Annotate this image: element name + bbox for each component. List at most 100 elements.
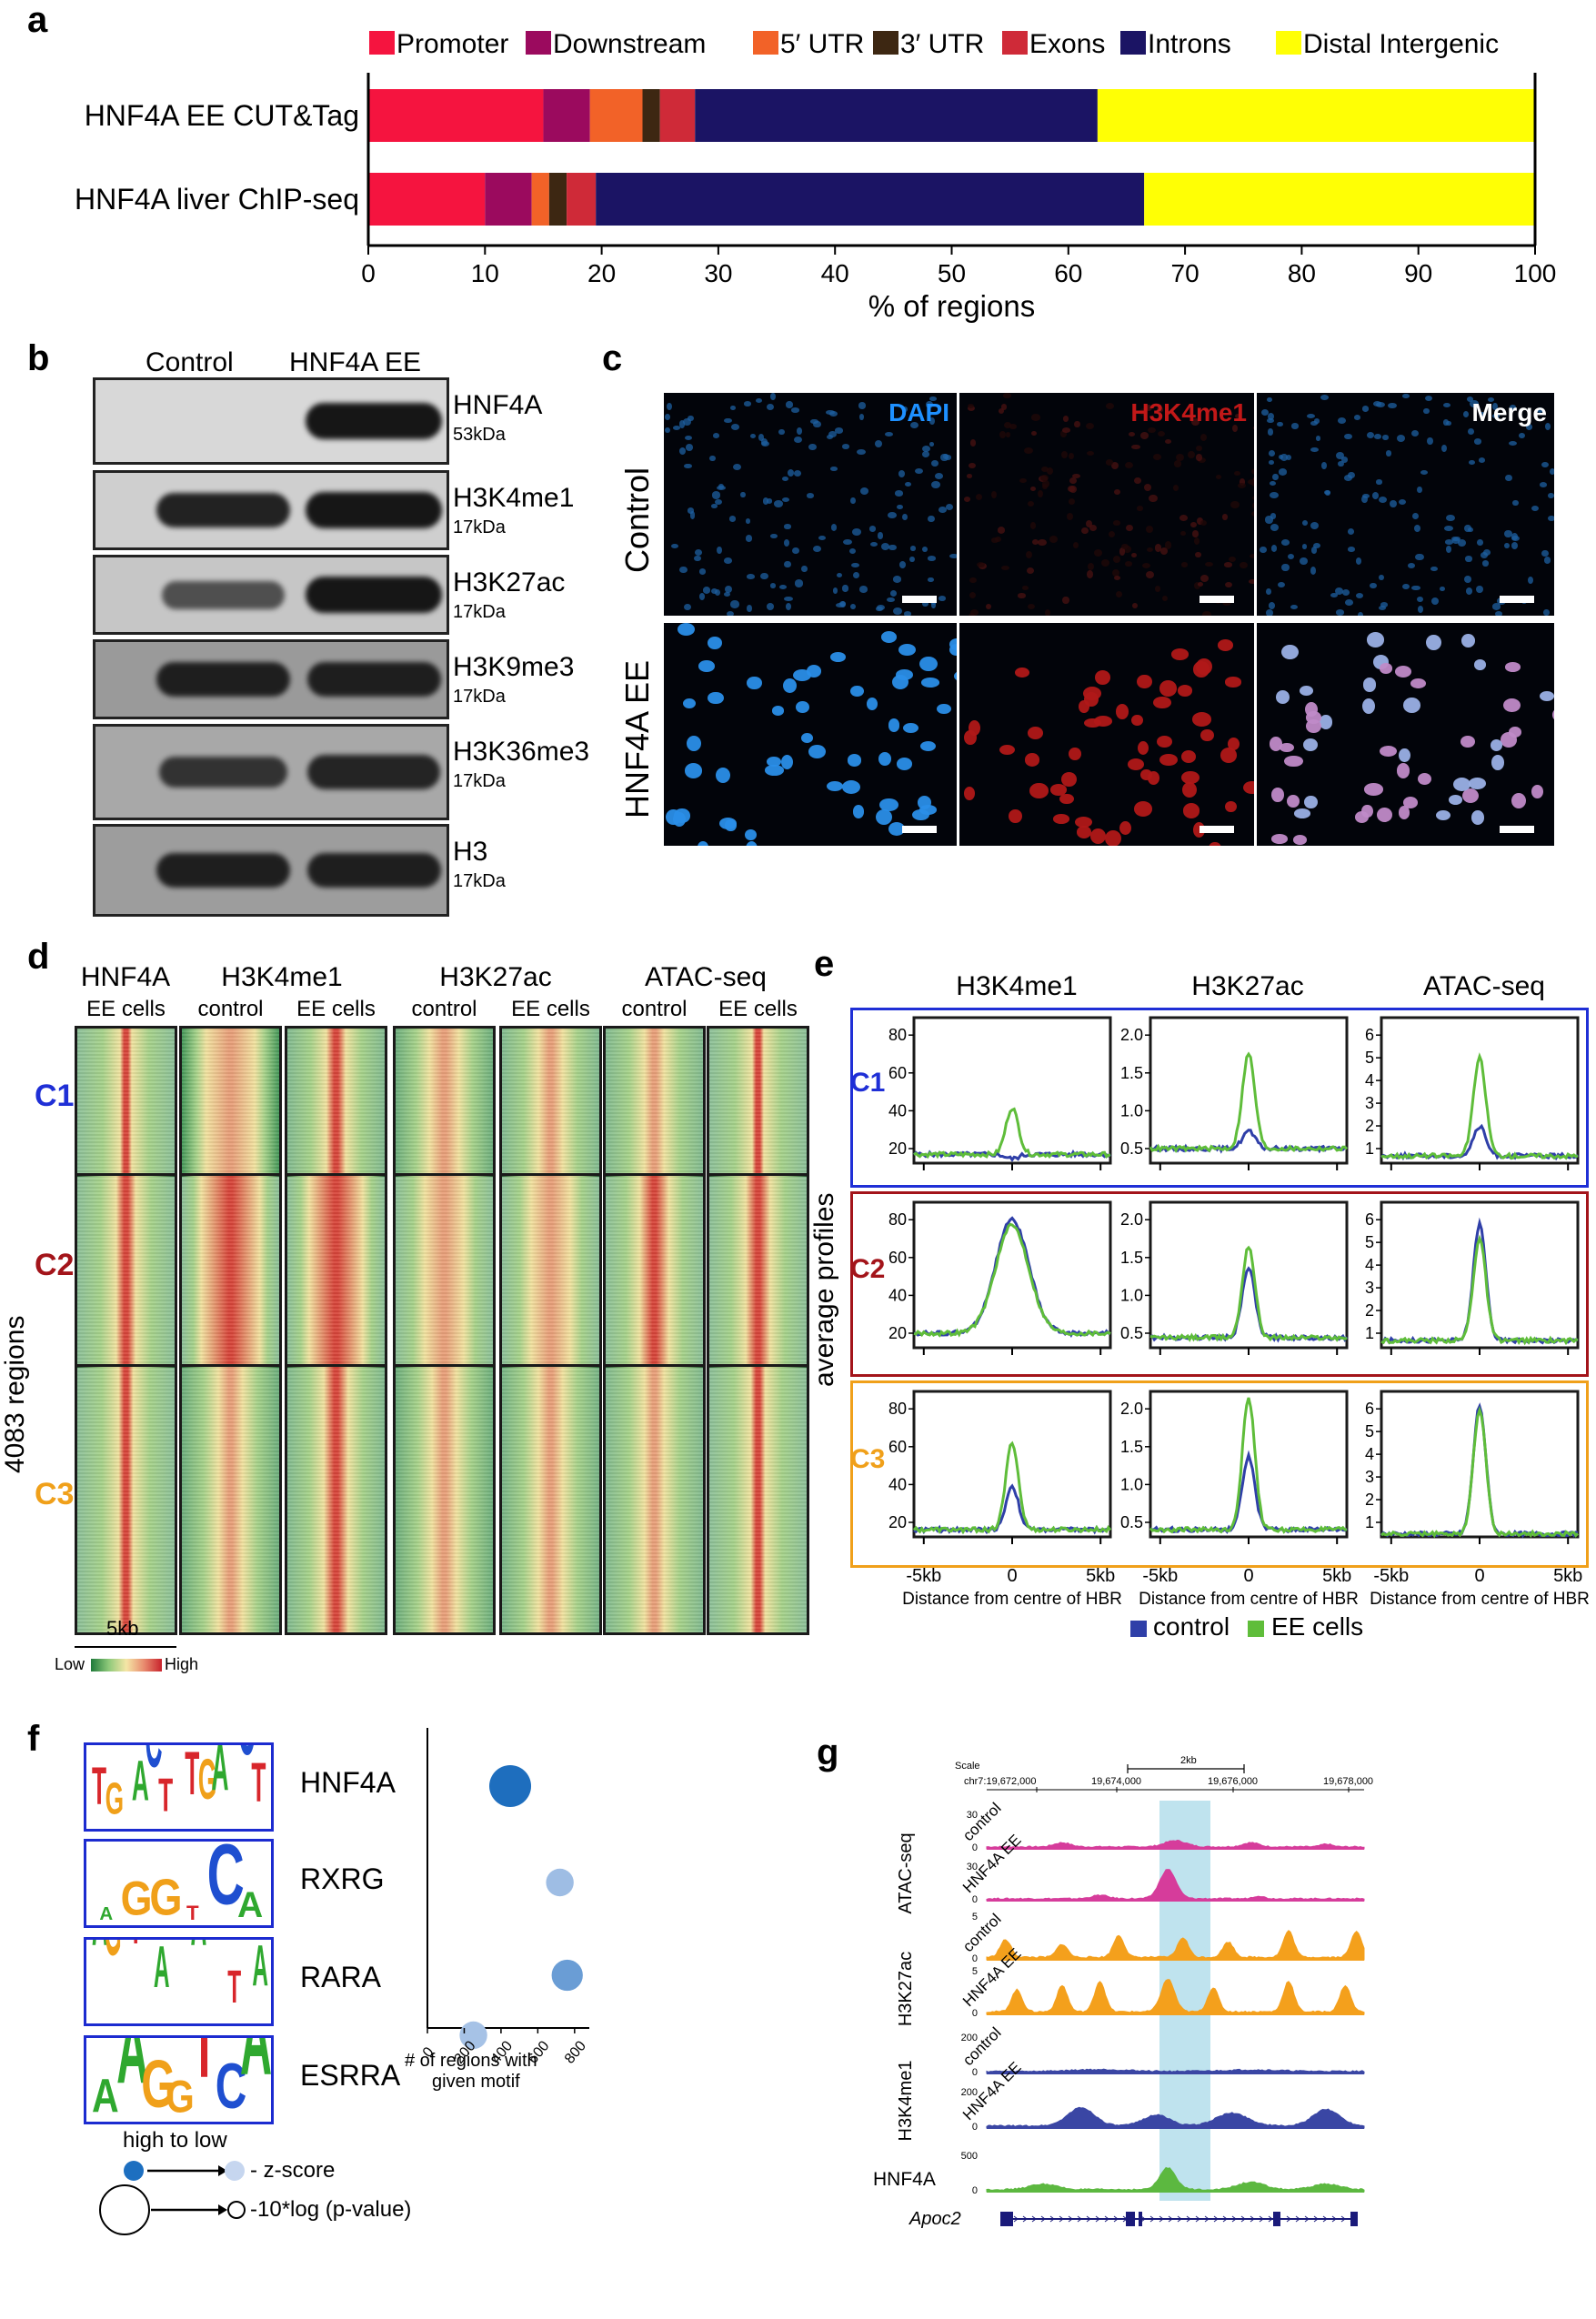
profile-ytick: 80	[888, 1400, 907, 1418]
nucleus	[726, 611, 735, 616]
profile-ytick: 1.0	[1120, 1475, 1143, 1493]
nucleus	[790, 407, 799, 413]
browser-coordinate: chr7:19,672,000	[964, 1776, 1037, 1787]
nucleus	[1119, 820, 1132, 836]
profile-cluster-label: C1	[850, 1068, 886, 1098]
nucleus	[1200, 574, 1210, 583]
nucleus	[1544, 422, 1551, 430]
x-tick-label: 100	[1514, 259, 1557, 287]
nucleus	[1193, 537, 1200, 545]
nucleus	[665, 414, 670, 420]
blot-band	[161, 580, 285, 609]
nucleus	[1250, 553, 1254, 558]
nucleus	[1225, 582, 1232, 588]
heatmap-cell	[179, 1173, 282, 1368]
nucleus	[975, 494, 983, 501]
motif-logo-letter: C	[206, 1839, 245, 1923]
nucleus	[1321, 461, 1327, 469]
nucleus	[877, 532, 883, 539]
nucleus	[1378, 605, 1386, 610]
nucleus	[1279, 742, 1294, 753]
nucleus	[890, 590, 898, 597]
nucleus	[1451, 536, 1460, 542]
motif-name: HNF4A	[300, 1766, 396, 1799]
nucleus	[745, 828, 757, 840]
nucleus	[1149, 495, 1159, 503]
profile-ytick: 1.5	[1120, 1438, 1143, 1456]
nucleus	[670, 543, 679, 549]
profile-plot: 80 60 40 20	[888, 1390, 1112, 1544]
nucleus	[1172, 485, 1179, 491]
nucleus	[694, 555, 701, 562]
nucleus	[724, 592, 731, 597]
heatmap-texture	[77, 1176, 175, 1365]
nucleus	[843, 538, 852, 545]
motif-dot	[546, 1868, 574, 1897]
motif-logo-letter: C	[238, 1745, 256, 1827]
nucleus	[1460, 735, 1476, 748]
nucleus	[928, 396, 938, 401]
profile-ytick: 1.5	[1120, 1249, 1143, 1267]
nucleus	[1354, 810, 1370, 823]
control-profile-line	[913, 1216, 1111, 1338]
heatmap-cell	[603, 1026, 706, 1177]
nucleus	[1000, 403, 1008, 410]
nucleus	[1541, 550, 1549, 557]
nucleus	[760, 438, 768, 447]
micrograph	[959, 623, 1254, 846]
nucleus	[1086, 450, 1095, 457]
nucleus	[1366, 431, 1375, 438]
motif-logo-letter: A	[252, 1937, 269, 2001]
nucleus	[1358, 611, 1364, 616]
nucleus	[683, 417, 691, 426]
nucleus	[1137, 674, 1152, 689]
nucleus	[1287, 554, 1294, 560]
browser-coordinate: 19,676,000	[1208, 1776, 1258, 1787]
nucleus	[1302, 738, 1318, 752]
nucleus	[1224, 562, 1232, 567]
gene-strand-arrow	[1313, 2215, 1319, 2223]
nucleus	[813, 420, 821, 428]
legend-zscore: - z-score	[250, 2158, 336, 2183]
nucleus	[1062, 427, 1071, 433]
nucleus	[1390, 500, 1397, 508]
nucleus	[970, 609, 979, 616]
nucleus	[1085, 519, 1092, 527]
nucleus	[937, 704, 952, 715]
nucleus	[1394, 665, 1412, 678]
profile-ytick: 4	[1365, 1256, 1374, 1274]
nucleus	[990, 537, 999, 543]
x-axis-label: % of regions	[868, 289, 1035, 323]
track-assay-label: ATAC-seq	[896, 1832, 916, 1913]
nucleus	[1402, 797, 1419, 809]
motif-name: RARA	[300, 1961, 381, 1993]
legend-pvalue: -10*log (p-value)	[250, 2197, 412, 2222]
signal-track	[986, 2106, 1365, 2129]
gene-strand-arrow	[1159, 2215, 1164, 2223]
panel-d-label: d	[27, 937, 50, 977]
nucleus	[1024, 753, 1040, 767]
heatmap-texture	[502, 1367, 599, 1632]
nucleus	[1466, 587, 1473, 595]
heatmap-texture	[709, 1176, 807, 1365]
nucleus	[1265, 516, 1274, 524]
signal-track	[986, 1930, 1365, 1961]
nucleus	[868, 526, 877, 532]
motif-dot	[551, 1959, 583, 1992]
nucleus	[1320, 715, 1332, 729]
track-max: 500	[961, 2151, 978, 2162]
nucleus	[1071, 474, 1080, 479]
nucleus	[1471, 810, 1485, 825]
x-tick-label: 80	[1288, 259, 1316, 287]
nucleus	[714, 589, 721, 597]
nucleus	[1025, 550, 1032, 559]
gene-strand-arrow	[1259, 2215, 1264, 2223]
motif-logo-letter: T	[172, 1745, 186, 1827]
motif-logo-letter: A	[99, 1902, 114, 1924]
signal-track	[986, 2166, 1365, 2193]
nucleus	[1446, 421, 1452, 427]
profile-xtick-label: -5kb	[1373, 1566, 1410, 1586]
blot-kda-label: 17kDa	[453, 517, 506, 537]
nucleus	[1030, 522, 1037, 529]
panel-b-label: b	[27, 338, 50, 378]
